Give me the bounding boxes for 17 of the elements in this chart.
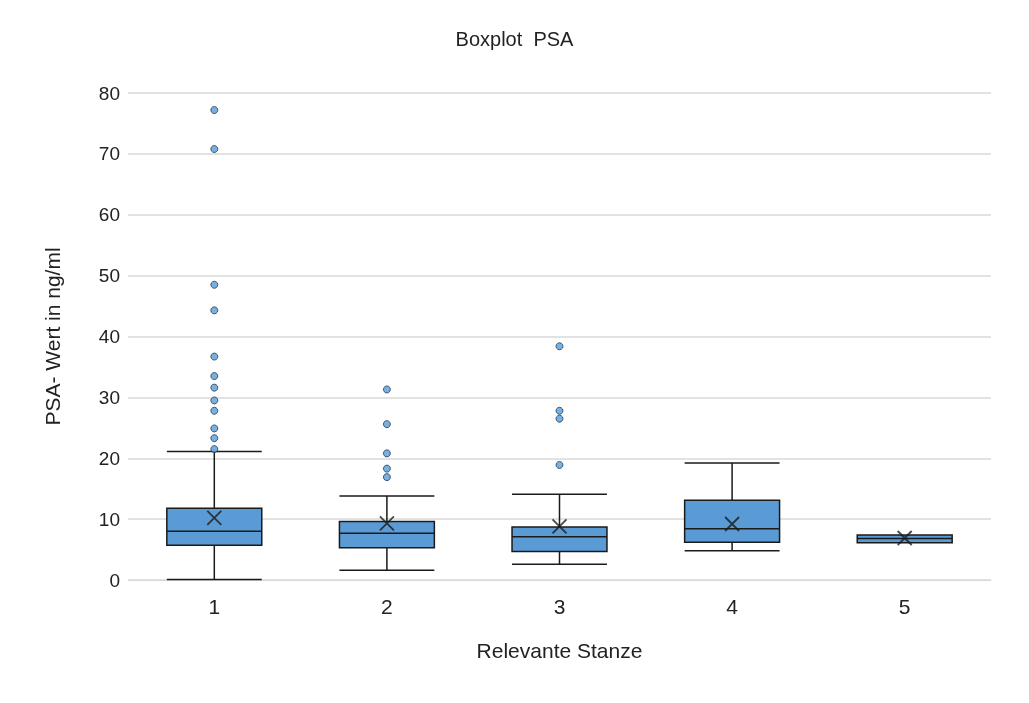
x-tick-label: 1 [208,595,221,618]
x-axis-title: Relevante Stanze [476,639,643,662]
y-axis-title: PSA- Wert in ng/ml [41,247,64,426]
y-tick-label: 70 [98,143,120,165]
x-tick-label: 4 [726,595,739,618]
y-tick-label: 30 [98,386,120,408]
y-tick-label: 60 [98,204,120,226]
x-tick-label: 5 [898,595,911,618]
y-tick-label: 50 [98,265,120,287]
y-tick-label: 80 [98,82,120,104]
x-tick-label: 2 [381,595,393,618]
y-tick-label: 10 [98,508,120,530]
x-tick-label: 3 [553,595,566,618]
y-tick-label: 40 [98,326,120,347]
chart-title: Boxplot PSA [455,28,575,50]
y-tick-label: 0 [109,569,120,591]
y-tick-label: 20 [98,447,120,469]
